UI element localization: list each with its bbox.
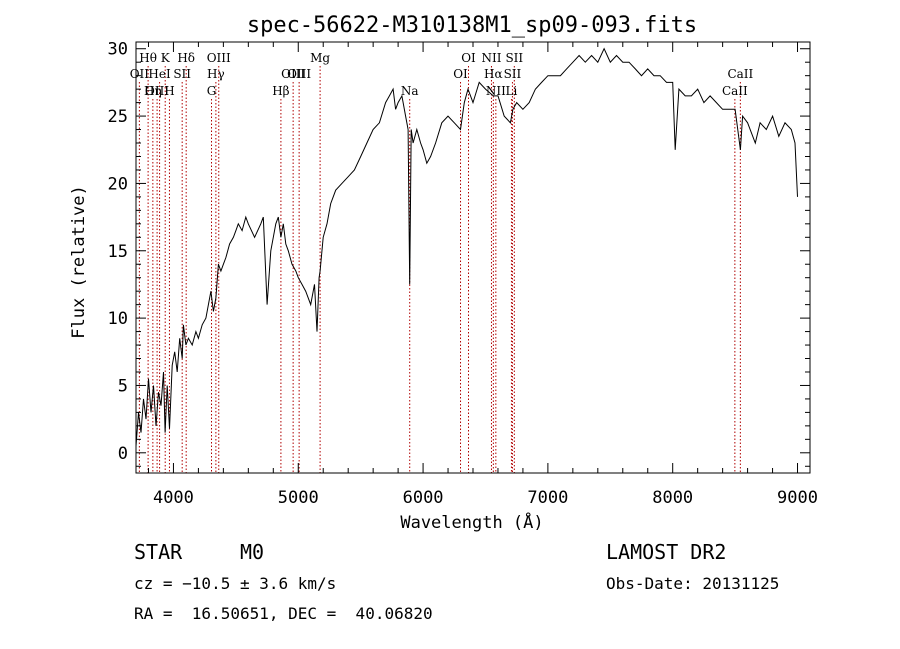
spectral-line-label: CaII [722, 84, 748, 98]
y-tick-label: 10 [108, 309, 128, 329]
spectral-line-label: OIII [281, 67, 305, 81]
spectral-line-label: H [164, 84, 174, 98]
y-tick-label: 20 [108, 174, 128, 194]
spectral-line-label: Na [401, 84, 419, 98]
observation-date: Obs-Date: 20131125 [606, 574, 780, 593]
spectral-line-label: OI [461, 51, 476, 65]
y-tick-label: 25 [108, 107, 128, 127]
x-tick-label: 4000 [153, 488, 194, 508]
ra-dec: RA = 16.50651, DEC = 40.06820 [134, 604, 433, 623]
redshift-cz: cz = −10.5 ± 3.6 km/s [134, 574, 337, 593]
x-tick-labels: 4000 5000 6000 7000 8000 9000 [153, 488, 818, 508]
spectral-line-label: Hα [484, 67, 503, 81]
y-tick-label: 0 [118, 444, 128, 464]
spectral-line-label: OIII [287, 67, 311, 81]
plot-frame [135, 41, 811, 474]
spectral-line-label: SII [504, 67, 522, 81]
y-tick-label: 5 [118, 376, 128, 396]
spectral-line-label: HeI [148, 67, 171, 81]
spectral-line-label: OI [453, 67, 468, 81]
spectral-line-label: SII [173, 67, 191, 81]
spectral-line-label: OIII [145, 84, 169, 98]
spectral-line-label: CaII [727, 67, 753, 81]
spectral-line-label: Hδ [177, 51, 195, 65]
chart-title: spec-56622-M310138M1_sp09-093.fits [247, 13, 697, 38]
spectral-line-label: OII [130, 67, 150, 81]
y-tick-labels: 0 5 10 15 20 25 30 [108, 40, 128, 464]
spectral-line-label: Hγ [207, 67, 225, 81]
x-tick-label: 8000 [652, 488, 693, 508]
x-tick-label: 7000 [527, 488, 568, 508]
x-tick-label: 9000 [777, 488, 818, 508]
spectral-line-label: SII [505, 51, 523, 65]
spectral-line-label: Hθ [139, 51, 157, 65]
spectral-line-label: Hβ [272, 84, 289, 98]
spectral-line-label: K [161, 51, 171, 65]
spectral-line-label: Hη [144, 84, 162, 98]
spectral-line-label: Mg [310, 51, 330, 65]
spectral-line-label: NII [481, 51, 501, 65]
x-tick-label: 5000 [278, 488, 319, 508]
object-class: STAR [134, 540, 183, 564]
object-subclass: M0 [240, 540, 265, 564]
flux-series-line [135, 47, 798, 447]
y-axis-label: Flux (relative) [69, 185, 89, 339]
y-tick-label: 30 [108, 40, 128, 60]
survey-name: LAMOST DR2 [606, 540, 727, 564]
y-tick-label: 15 [108, 242, 128, 262]
spectral-line-label: G [207, 84, 217, 98]
x-tick-label: 6000 [403, 488, 444, 508]
spectral-line-label: OIII [207, 51, 231, 65]
x-axis-label: Wavelength (Å) [400, 511, 543, 533]
axis-ticks [136, 42, 810, 473]
spectral-line-label: Li [506, 84, 518, 98]
spectral-line-label: NII [486, 84, 506, 98]
spectral-line-markers [138, 66, 741, 473]
